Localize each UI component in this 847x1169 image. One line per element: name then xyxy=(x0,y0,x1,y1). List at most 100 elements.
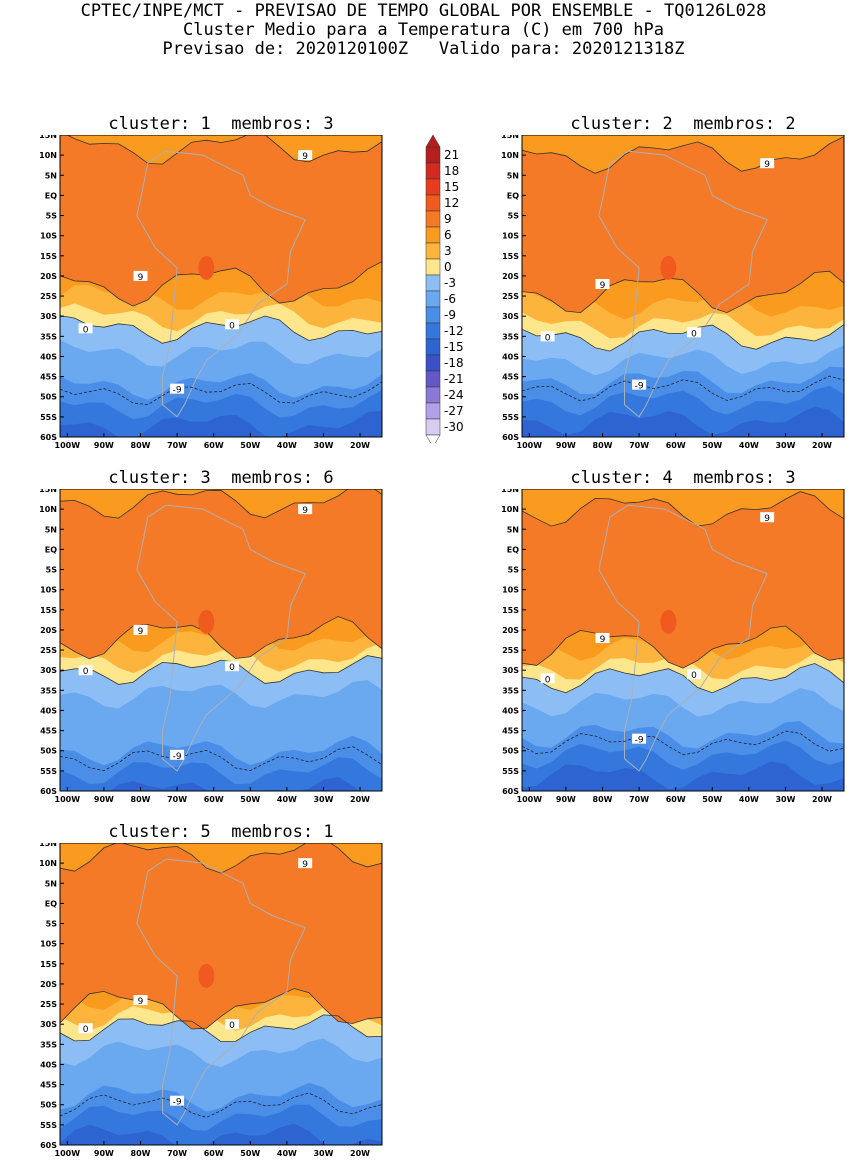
colorbar-label: 0 xyxy=(444,260,452,274)
colorbar-swatch xyxy=(425,370,441,388)
lon-tick-label: 30W xyxy=(313,1149,333,1158)
map-frame xyxy=(521,488,845,792)
contour-label-0: 0 xyxy=(78,1023,93,1035)
colorbar-swatch xyxy=(425,146,441,164)
svg-text:9: 9 xyxy=(764,160,770,170)
svg-text:0: 0 xyxy=(83,325,89,335)
contour-label-9: 9 xyxy=(298,150,313,162)
lon-tick-label: 70W xyxy=(167,441,187,450)
colorbar-label: -21 xyxy=(444,372,464,386)
colorbar-swatch xyxy=(425,306,441,324)
lat-tick-label: 60S xyxy=(40,787,57,796)
contour-label-9: 9 xyxy=(298,504,313,516)
contour-label-0: 0 xyxy=(686,669,701,681)
colorbar-swatch xyxy=(425,418,441,436)
temperature-band xyxy=(522,406,844,437)
lat-tick-label: 20S xyxy=(40,626,57,635)
lat-tick-label: 40S xyxy=(502,352,519,361)
lon-tick-label: 80W xyxy=(593,795,613,804)
svg-text:-9: -9 xyxy=(173,1098,182,1108)
contour-label-minus-9: -9 xyxy=(170,383,185,396)
colorbar-swatch xyxy=(425,386,441,404)
colorbar-swatch xyxy=(425,226,441,244)
lon-tick-label: 20W xyxy=(812,441,832,450)
map-panel-5: 0 0 -9 9 9 15N 10N 5N EQ 5S 10S 15S 20S 25S 30S 35S 40S 4… xyxy=(30,839,390,1169)
contour-minus-9 xyxy=(522,730,844,756)
lat-tick-label: 15S xyxy=(40,252,57,261)
lon-tick-label: 30W xyxy=(313,795,333,804)
svg-text:9: 9 xyxy=(764,514,770,524)
lat-tick-label: 10S xyxy=(40,940,57,949)
contour-label-0: 0 xyxy=(224,319,239,331)
lat-tick-label: 45S xyxy=(40,1081,57,1090)
contour-label-9: 9 xyxy=(760,158,775,170)
lat-tick-label: 15N xyxy=(39,489,57,494)
colorbar-swatch xyxy=(425,162,441,180)
continent-outline xyxy=(136,504,306,772)
header-line-3: Previsao de: 2020120100Z Valido para: 20… xyxy=(162,39,685,59)
lat-tick-label: 5N xyxy=(45,525,57,534)
lat-tick-label: 60S xyxy=(502,433,519,442)
lon-tick-label: 40W xyxy=(739,795,759,804)
lat-tick-label: 50S xyxy=(40,393,57,402)
colorbar-legend: 21 18 15 12 9 6 3 0 -3 -6 -9 -12 -15 -18 -21 -24 -27 -30 xyxy=(424,133,484,448)
lat-tick-label: 55S xyxy=(40,413,57,422)
lat-tick-label: 40S xyxy=(502,706,519,715)
contour-label-minus-9: -9 xyxy=(170,749,185,762)
lat-tick-label: 20S xyxy=(40,272,57,281)
lon-tick-label: 40W xyxy=(277,441,297,450)
lat-tick-label: EQ xyxy=(45,899,57,908)
lon-tick-label: 70W xyxy=(167,795,187,804)
colorbar-label: 6 xyxy=(444,228,452,242)
map-svg: 0 0 -9 9 9 15N 10N 5N EQ 5S 10S 15S 20S 25S 30S 35S 40S 4… xyxy=(501,131,845,450)
continent-outline xyxy=(598,150,768,418)
panel-title-1: cluster: 1 membros: 3 xyxy=(108,114,334,134)
lon-tick-label: 30W xyxy=(775,795,795,804)
lon-tick-label: 40W xyxy=(739,441,759,450)
lon-tick-label: 60W xyxy=(666,795,686,804)
temperature-band xyxy=(60,410,382,437)
temperature-band xyxy=(522,761,844,791)
hot-spot xyxy=(660,609,677,634)
lat-tick-label: 45S xyxy=(40,373,57,382)
svg-text:-9: -9 xyxy=(173,386,182,396)
lat-tick-label: 50S xyxy=(502,393,519,402)
lat-tick-label: 15N xyxy=(501,135,519,140)
map-frame xyxy=(521,134,845,438)
map-svg: 0 0 -9 9 9 15N 10N 5N EQ 5S 10S 15S 20S 25S 30S 35S 40S 4… xyxy=(39,131,383,450)
map-panel-3: 0 0 -9 9 9 15N 10N 5N EQ 5S 10S 15S 20S 25S 30S 35S 40S 4… xyxy=(30,485,390,815)
map-frame xyxy=(59,488,383,792)
lat-tick-label: 10N xyxy=(39,505,57,514)
lat-tick-label: 50S xyxy=(40,747,57,756)
lon-tick-label: 90W xyxy=(556,795,576,804)
colorbar-label: 12 xyxy=(444,196,460,210)
contour-label-0: 0 xyxy=(78,665,93,677)
lat-tick-label: 40S xyxy=(40,706,57,715)
contour-label-0: 0 xyxy=(686,327,701,339)
svg-text:9: 9 xyxy=(600,281,606,291)
lon-tick-label: 20W xyxy=(350,1149,370,1158)
colorbar-swatch xyxy=(425,210,441,228)
lat-tick-label: 45S xyxy=(502,373,519,382)
lat-tick-label: 15N xyxy=(501,489,519,494)
map-panel-2: 0 0 -9 9 9 15N 10N 5N EQ 5S 10S 15S 20S 25S 30S 35S 40S 4… xyxy=(492,131,847,461)
lat-tick-label: 5S xyxy=(46,212,58,221)
lat-tick-label: 40S xyxy=(40,352,57,361)
svg-text:0: 0 xyxy=(691,671,697,681)
lon-tick-label: 50W xyxy=(240,795,260,804)
colorbar-label: -24 xyxy=(444,388,464,402)
map-svg: 0 0 -9 9 9 15N 10N 5N EQ 5S 10S 15S 20S 25S 30S 35S 40S 4… xyxy=(39,485,383,804)
lon-tick-label: 100W xyxy=(55,1149,81,1158)
map-svg: 0 0 -9 9 9 15N 10N 5N EQ 5S 10S 15S 20S 25S 30S 35S 40S 4… xyxy=(501,485,845,804)
panel-title-3: cluster: 3 membros: 6 xyxy=(108,468,334,488)
lat-tick-label: 35S xyxy=(40,1040,57,1049)
lat-tick-label: 25S xyxy=(502,646,519,655)
panel-title-5: cluster: 5 membros: 1 xyxy=(108,822,334,842)
lon-tick-label: 60W xyxy=(204,441,224,450)
contour-label-9: 9 xyxy=(595,632,610,645)
lon-tick-label: 20W xyxy=(812,795,832,804)
lon-tick-label: 100W xyxy=(55,795,81,804)
contour-0 xyxy=(60,1014,382,1043)
lat-tick-label: 60S xyxy=(40,1141,57,1150)
lon-tick-label: 100W xyxy=(517,795,543,804)
